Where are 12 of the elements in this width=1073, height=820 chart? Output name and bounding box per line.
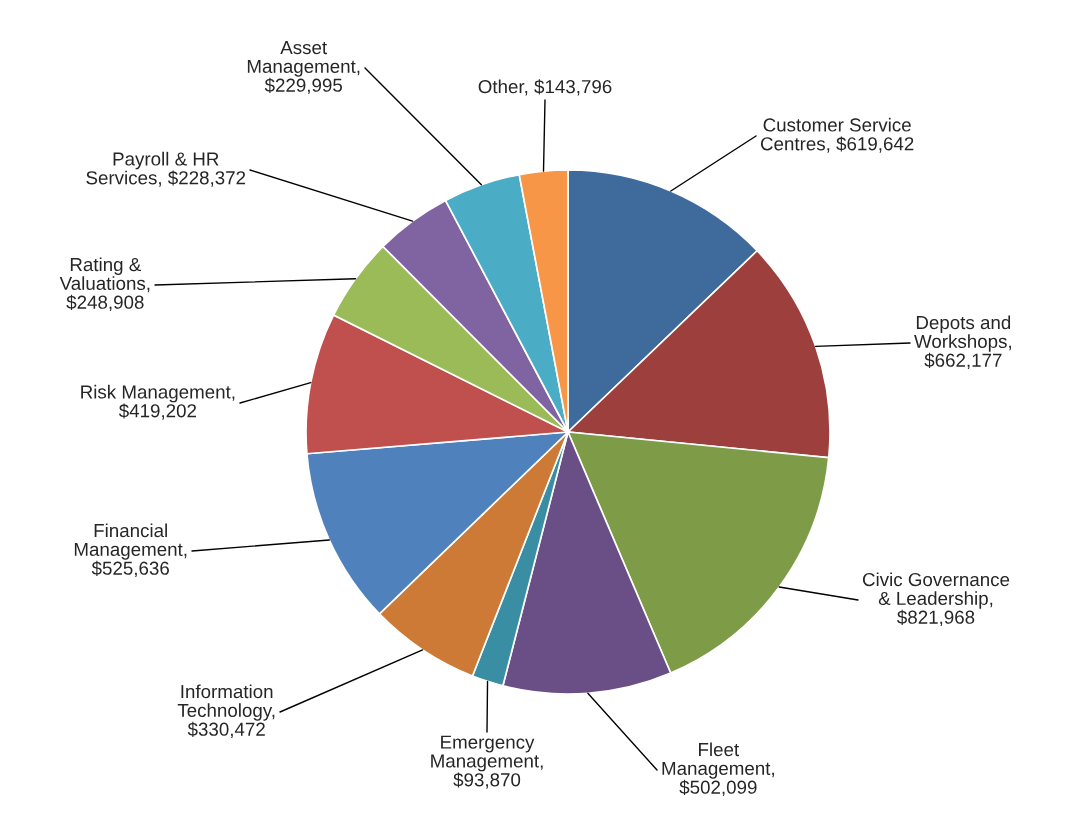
slice-label: Civic Governance & Leadership, $821,968 bbox=[862, 572, 1010, 627]
slice-label: Emergency Management, $93,870 bbox=[431, 735, 543, 789]
slice-label: Payroll & HR Services, $228,372 bbox=[86, 151, 246, 187]
slice-label: Customer Service Centres, $619,642 bbox=[760, 117, 914, 153]
slice-label: Other, $143,796 bbox=[478, 79, 612, 96]
slice-label: Risk Management, $419,202 bbox=[81, 384, 235, 420]
slice-label: Depots and Workshops, $662,177 bbox=[914, 315, 1011, 370]
slice-label: Rating & Valuations, $248,908 bbox=[59, 257, 150, 312]
slice-label: Financial Management, $525,636 bbox=[74, 523, 187, 578]
slice-label: Asset Management, $229,995 bbox=[247, 41, 360, 95]
slice-label: Information Technology, $330,472 bbox=[177, 684, 275, 739]
slice-label: Fleet Management, $502,099 bbox=[662, 742, 774, 797]
